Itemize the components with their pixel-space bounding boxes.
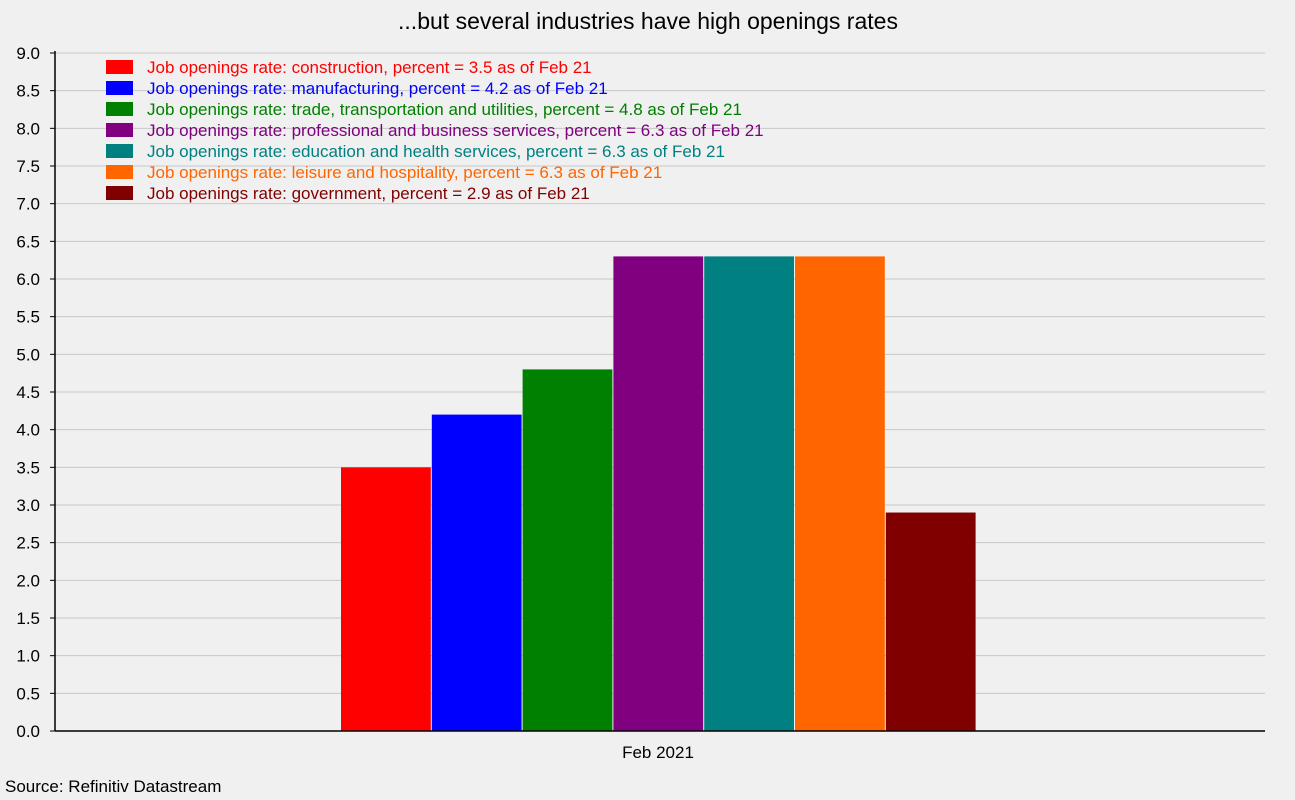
y-tick-label: 9.0 — [16, 44, 40, 63]
legend-label: Job openings rate: leisure and hospitali… — [147, 163, 662, 182]
y-tick-label: 3.0 — [16, 496, 40, 515]
legend-swatch — [106, 186, 133, 200]
y-tick-label: 1.0 — [16, 647, 40, 666]
bar — [613, 256, 704, 731]
legend-label: Job openings rate: construction, percent… — [147, 58, 592, 77]
axes: 0.0 0.5 1.0 1.5 2.0 2.5 3.0 3.5 4.0 4.5 5.0 5.5 6.0 6… — [16, 44, 1265, 741]
bar — [431, 414, 522, 731]
legend-swatch — [106, 102, 133, 116]
y-tick-label: 6.5 — [16, 232, 40, 251]
y-tick-label: 0.0 — [16, 722, 40, 741]
bars — [341, 256, 976, 731]
y-tick-label: 7.0 — [16, 195, 40, 214]
y-tick-label: 5.5 — [16, 308, 40, 327]
legend-swatch — [106, 60, 133, 74]
y-tick-label: 1.5 — [16, 609, 40, 628]
legend-label: Job openings rate: trade, transportation… — [147, 100, 742, 119]
y-tick-label: 3.5 — [16, 458, 40, 477]
y-tick-label: 8.5 — [16, 82, 40, 101]
y-tick-label: 2.5 — [16, 534, 40, 553]
source-note: Source: Refinitiv Datastream — [5, 777, 221, 796]
legend-label: Job openings rate: manufacturing, percen… — [147, 79, 608, 98]
y-tick-label: 2.0 — [16, 571, 40, 590]
legend-label: Job openings rate: education and health … — [147, 142, 725, 161]
y-tick-label: 8.0 — [16, 119, 40, 138]
legend-label: Job openings rate: government, percent =… — [147, 184, 590, 203]
legend: Job openings rate: construction, percent… — [106, 58, 764, 203]
legend-swatch — [106, 123, 133, 137]
gridlines — [55, 52, 1265, 694]
bar — [341, 467, 431, 731]
y-tick-label: 4.0 — [16, 421, 40, 440]
y-tick-label: 5.0 — [16, 345, 40, 364]
legend-label: Job openings rate: professional and busi… — [147, 121, 764, 140]
bar — [885, 512, 976, 731]
y-tick-label: 0.5 — [16, 684, 40, 703]
x-tick-label: Feb 2021 — [622, 743, 694, 762]
bar — [795, 256, 885, 731]
y-tick-label: 4.5 — [16, 383, 40, 402]
legend-swatch — [106, 81, 133, 95]
y-tick-label: 6.0 — [16, 270, 40, 289]
legend-swatch — [106, 165, 133, 179]
bar — [522, 369, 613, 731]
chart-title: ...but several industries have high open… — [398, 8, 898, 34]
legend-swatch — [106, 144, 133, 158]
bar — [704, 256, 794, 731]
y-tick-label: 7.5 — [16, 157, 40, 176]
